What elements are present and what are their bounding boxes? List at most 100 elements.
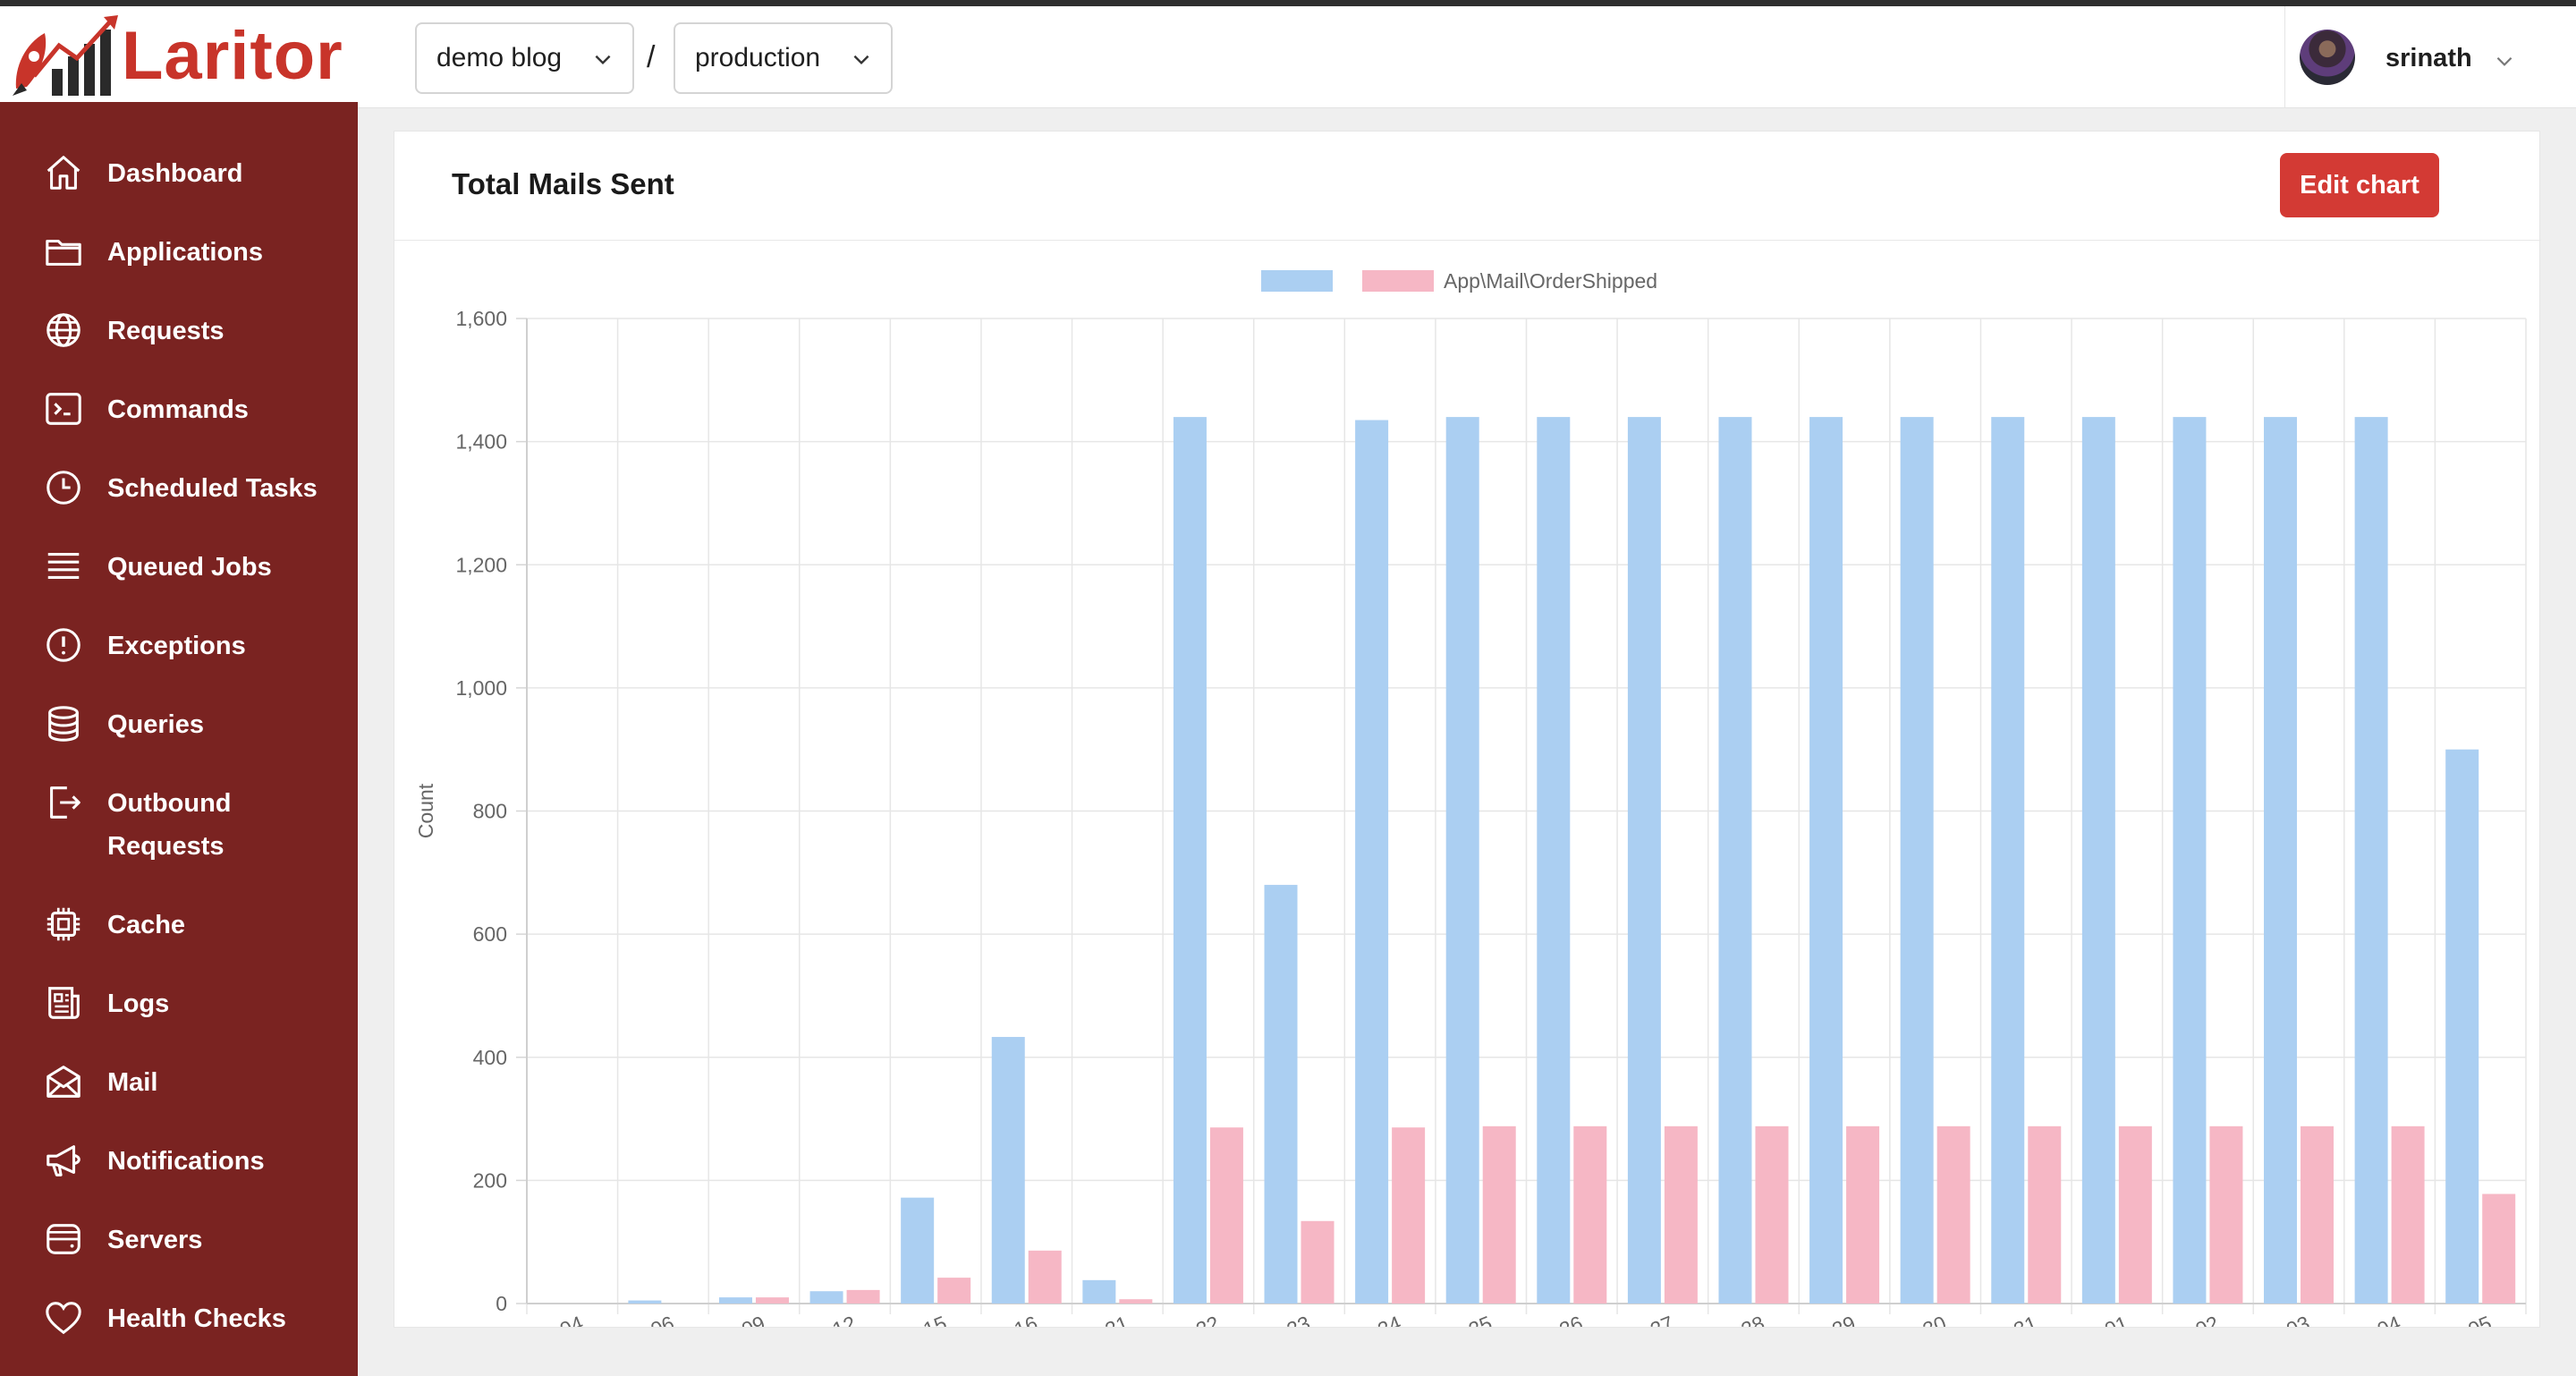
folder-icon bbox=[46, 239, 81, 266]
x-tick-label: 2025-04-02 bbox=[2115, 1312, 2222, 1327]
top-header: Laritor demo blog / production srinath bbox=[0, 6, 2576, 108]
sidebar-item-label: Commands bbox=[107, 395, 249, 424]
chart-card: Total Mails Sent Edit chart 0 200 400 600 80… bbox=[394, 131, 2541, 1328]
bar bbox=[2173, 417, 2207, 1304]
sidebar-item-label: Dashboard bbox=[107, 159, 243, 188]
sidebar-item-label-line2: Requests bbox=[107, 832, 225, 861]
bar bbox=[2301, 1125, 2334, 1304]
user-menu[interactable]: srinath bbox=[2284, 6, 2576, 108]
edit-chart-button[interactable]: Edit chart bbox=[2280, 153, 2439, 217]
bar bbox=[1846, 1125, 1880, 1304]
x-tick-label: 2025-04-01 bbox=[2025, 1312, 2131, 1327]
environment-select-value: production bbox=[695, 43, 821, 72]
bar bbox=[1936, 1125, 1970, 1304]
y-tick-label: 1,400 bbox=[455, 430, 507, 454]
sidebar-item-label: Health Checks bbox=[107, 1304, 286, 1333]
project-select[interactable]: demo blog bbox=[415, 22, 634, 94]
bar bbox=[1355, 420, 1389, 1304]
bar bbox=[2482, 1193, 2516, 1304]
x-tick-label: 2025-03-24 bbox=[1298, 1311, 1404, 1327]
x-tick-label: 2025-04-04 bbox=[2298, 1311, 2404, 1327]
x-tick-label: 2025-03-25 bbox=[1389, 1312, 1496, 1327]
bar bbox=[937, 1278, 971, 1304]
x-tick-label: 2025-03-26 bbox=[1479, 1312, 1586, 1327]
bar bbox=[755, 1297, 789, 1304]
bar bbox=[2445, 749, 2479, 1304]
y-tick-label: 1,000 bbox=[455, 676, 507, 700]
bar bbox=[1482, 1125, 1516, 1304]
x-tick-label: 2025-03-23 bbox=[1208, 1312, 1314, 1327]
y-axis-title: Count bbox=[414, 783, 437, 838]
y-tick-label: 1,600 bbox=[455, 307, 507, 330]
bar bbox=[2028, 1125, 2062, 1304]
bar bbox=[2264, 417, 2298, 1304]
bar bbox=[1573, 1125, 1607, 1304]
sidebar-item-label: Exceptions bbox=[107, 632, 246, 660]
external-link-icon bbox=[50, 786, 80, 819]
bar bbox=[901, 1197, 935, 1304]
app-logo[interactable]: Laritor bbox=[7, 13, 360, 103]
chip-icon bbox=[47, 907, 80, 941]
sidebar-item-label: Requests bbox=[107, 317, 225, 345]
x-tick-label: 2025-03-22 bbox=[1116, 1312, 1223, 1327]
bar bbox=[2209, 1125, 2243, 1304]
bar-chart: 0 200 400 600 800 1,000 1,200 1,400 1,600 2025-03… bbox=[414, 269, 2527, 1327]
x-tick-label: 2025-04-03 bbox=[2207, 1312, 2313, 1327]
y-tick-label: 0 bbox=[496, 1292, 507, 1315]
heart-icon bbox=[46, 1302, 81, 1335]
bar bbox=[2118, 1125, 2152, 1304]
terminal-icon bbox=[46, 393, 81, 425]
sidebar-item-label: Cache bbox=[107, 911, 186, 939]
sidebar: Dashboard Applications Requests Commands… bbox=[0, 102, 358, 1376]
chevron-down-icon bbox=[595, 55, 611, 65]
bar bbox=[1082, 1279, 1116, 1304]
database-icon bbox=[48, 706, 79, 742]
sidebar-item-outbound-requests[interactable]: Outbound Requests bbox=[0, 782, 358, 868]
x-tick-label: 2025-03-27 bbox=[1571, 1312, 1677, 1327]
chevron-down-icon bbox=[853, 55, 869, 65]
bar bbox=[1809, 417, 1843, 1304]
x-tick-label: 2025-03-06 bbox=[571, 1312, 677, 1327]
breadcrumb-separator: / bbox=[647, 40, 656, 74]
y-tick-label: 1,200 bbox=[455, 553, 507, 576]
bar bbox=[1537, 417, 1571, 1304]
list-icon bbox=[47, 553, 80, 579]
bar bbox=[846, 1289, 880, 1304]
y-tick-label: 600 bbox=[473, 922, 507, 946]
x-tick-label: 2025-03-21 bbox=[1025, 1312, 1131, 1327]
y-tick-label: 800 bbox=[473, 800, 507, 823]
newspaper-icon bbox=[48, 987, 80, 1019]
bar bbox=[2354, 417, 2388, 1304]
envelope-icon bbox=[47, 1066, 80, 1098]
bar bbox=[628, 1300, 662, 1304]
environment-select[interactable]: production bbox=[674, 22, 893, 94]
window-top-strip bbox=[0, 0, 2576, 6]
y-tick-label: 200 bbox=[473, 1168, 507, 1192]
sidebar-item-label: Outbound bbox=[107, 789, 232, 818]
x-tick-label: 2025-03-31 bbox=[1934, 1312, 2040, 1327]
bar bbox=[2391, 1125, 2425, 1304]
sidebar-item-label: Notifications bbox=[107, 1147, 265, 1176]
bar bbox=[1627, 417, 1661, 1304]
clock-icon bbox=[47, 471, 80, 505]
legend-swatch bbox=[1261, 270, 1333, 292]
bar bbox=[1173, 417, 1207, 1304]
legend-label: App\Mail\OrderShipped bbox=[1444, 269, 1657, 293]
bar bbox=[1718, 417, 1752, 1304]
x-tick-label: 2025-03-15 bbox=[843, 1312, 950, 1327]
bar bbox=[1119, 1299, 1153, 1304]
bar bbox=[1900, 417, 1934, 1304]
x-tick-label: 2025-04-05 bbox=[2388, 1312, 2495, 1327]
bar bbox=[809, 1291, 843, 1304]
home-icon bbox=[47, 156, 80, 190]
sidebar-item-label: Applications bbox=[107, 238, 264, 267]
bar bbox=[1209, 1127, 1243, 1304]
bar bbox=[1664, 1125, 1698, 1304]
megaphone-icon bbox=[47, 1145, 80, 1176]
sidebar-item-label: Servers bbox=[107, 1226, 203, 1254]
x-tick-label: 2025-03-12 bbox=[753, 1312, 860, 1327]
project-select-value: demo blog bbox=[436, 43, 563, 72]
bar bbox=[1755, 1125, 1789, 1304]
bar bbox=[991, 1037, 1025, 1304]
bar bbox=[1301, 1220, 1335, 1304]
